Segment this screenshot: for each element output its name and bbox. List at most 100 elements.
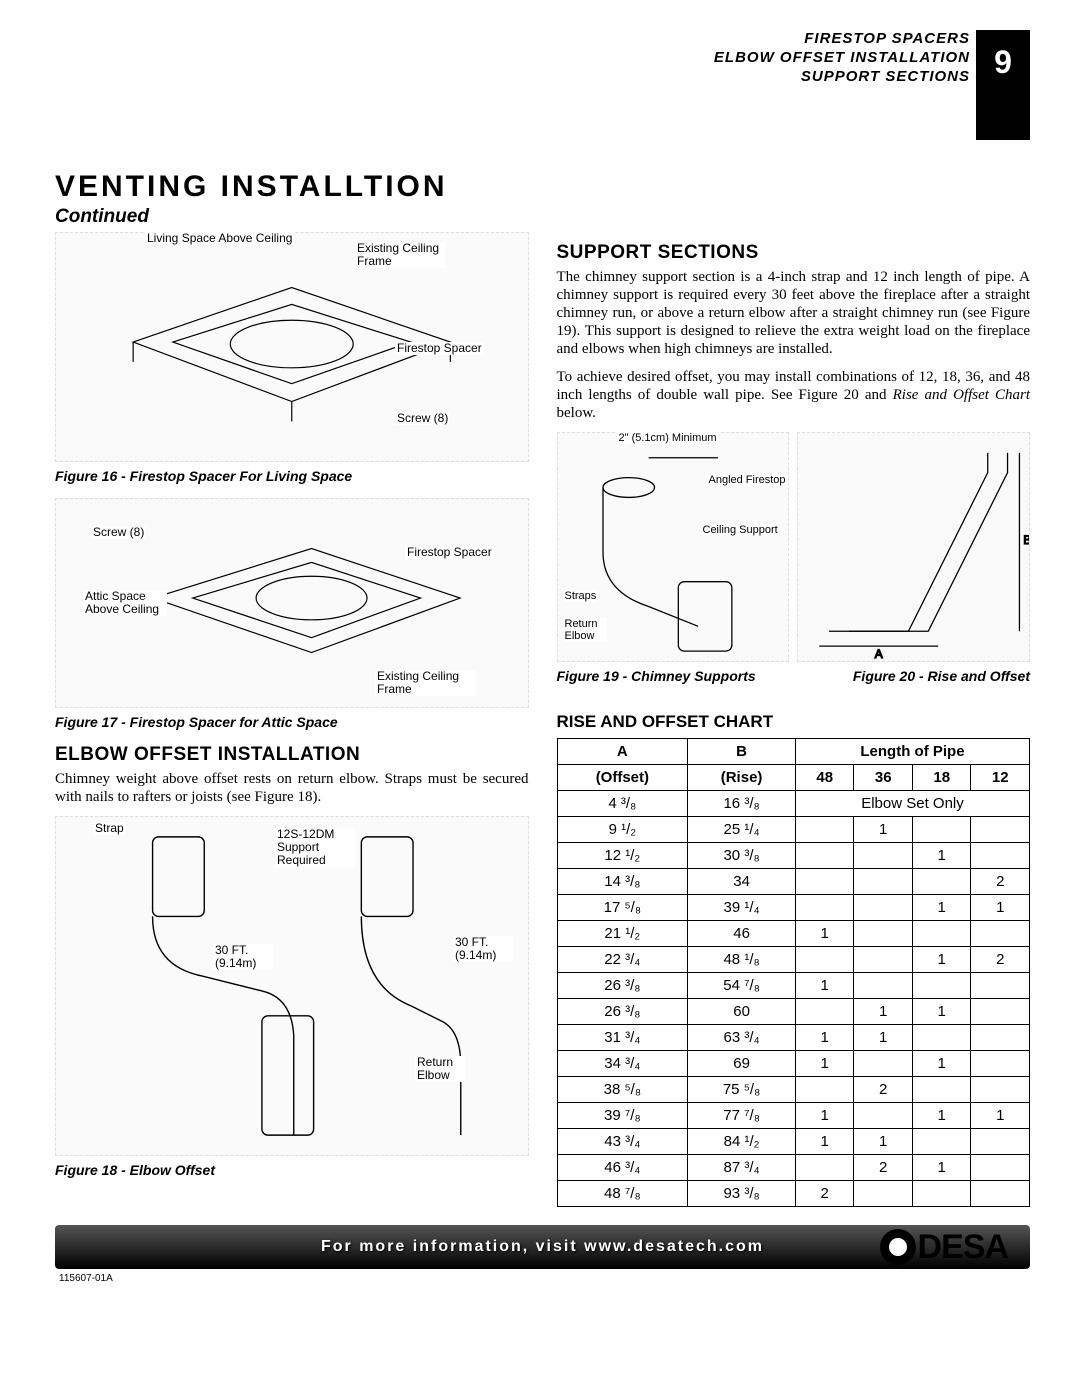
cell-offset: 39 ⁷/₈: [557, 1103, 688, 1129]
fig17-label-b: Firestop Spacer: [405, 546, 494, 559]
para2-b: Rise and Offset Chart: [893, 387, 1030, 403]
fig18-label-return: Return Elbow: [415, 1056, 465, 1082]
elbow-offset-heading: ELBOW OFFSET INSTALLATION: [55, 744, 529, 766]
cell-length: 2: [854, 1155, 913, 1181]
cell-length: [971, 921, 1030, 947]
cell-offset: 17 ⁵/₈: [557, 895, 688, 921]
header-line: ELBOW OFFSET INSTALLATION: [714, 49, 970, 68]
th-rise: (Rise): [688, 765, 796, 791]
cell-rise: 87 ³/₄: [688, 1155, 796, 1181]
support-sections-para2: To achieve desired offset, you may insta…: [557, 368, 1031, 422]
th-48: 48: [795, 765, 854, 791]
left-column: Living Space Above Ceiling Existing Ceil…: [55, 232, 529, 1207]
figure-18-caption: Figure 18 - Elbow Offset: [55, 1162, 529, 1178]
cell-offset: 4 ³/₈: [557, 791, 688, 817]
cell-length: [912, 817, 971, 843]
cell-length: [795, 843, 854, 869]
cell-length: 1: [971, 1103, 1030, 1129]
table-row: 46 ³/₄87 ³/₄ 21: [557, 1155, 1030, 1181]
cell-offset: 43 ³/₄: [557, 1129, 688, 1155]
cell-length: [912, 973, 971, 999]
cell-length: [971, 1155, 1030, 1181]
cell-rise: 75 ⁵/₈: [688, 1077, 796, 1103]
cell-length: [971, 817, 1030, 843]
cell-offset: 46 ³/₄: [557, 1155, 688, 1181]
cell-offset: 34 ³/₄: [557, 1051, 688, 1077]
cell-length: 1: [795, 973, 854, 999]
cell-rise: 84 ¹/₂: [688, 1129, 796, 1155]
page-header: FIRESTOP SPACERS ELBOW OFFSET INSTALLATI…: [55, 30, 1030, 140]
cell-length: [912, 1025, 971, 1051]
fig19-label-firestop: Angled Firestop: [707, 474, 788, 486]
continued-label: Continued: [55, 206, 1030, 228]
cell-length: [971, 1181, 1030, 1207]
fig17-label-a: Screw (8): [91, 526, 146, 539]
table-row: 21 ¹/₂461: [557, 921, 1030, 947]
th-12: 12: [971, 765, 1030, 791]
rise-offset-chart: A B Length of Pipe (Offset) (Rise) 48 36…: [557, 738, 1031, 1207]
cell-length: 1: [971, 895, 1030, 921]
cell-length: 1: [854, 1025, 913, 1051]
page-title: VENTING INSTALLTION: [55, 170, 1030, 204]
cell-length: [854, 973, 913, 999]
cell-span: Elbow Set Only: [795, 791, 1029, 817]
cell-rise: 30 ³/₈: [688, 843, 796, 869]
svg-text:A: A: [875, 647, 883, 661]
cell-length: [912, 1129, 971, 1155]
right-column: SUPPORT SECTIONS The chimney support sec…: [557, 232, 1031, 1207]
figure-18: Strap 12S-12DM Support Required 30 FT. (…: [55, 816, 529, 1156]
cell-length: [795, 1155, 854, 1181]
cell-length: [971, 1025, 1030, 1051]
table-row: 22 ³/₄48 ¹/₈12: [557, 947, 1030, 973]
cell-length: [854, 843, 913, 869]
fig19-label-return: Return Elbow: [563, 618, 607, 642]
header-line: SUPPORT SECTIONS: [714, 68, 970, 87]
cell-length: 1: [912, 999, 971, 1025]
cell-length: 2: [854, 1077, 913, 1103]
cell-length: 1: [912, 947, 971, 973]
table-row: 31 ³/₄63 ³/₄11: [557, 1025, 1030, 1051]
cell-length: 1: [795, 1103, 854, 1129]
fig18-label-30ft-l: 30 FT. (9.14m): [213, 944, 273, 970]
cell-length: [912, 869, 971, 895]
cell-offset: 26 ³/₈: [557, 999, 688, 1025]
cell-offset: 22 ³/₄: [557, 947, 688, 973]
cell-length: [854, 1051, 913, 1077]
cell-length: [795, 947, 854, 973]
table-header-row-2: (Offset) (Rise) 48 36 18 12: [557, 765, 1030, 791]
cell-length: [795, 895, 854, 921]
cell-offset: 14 ³/₈: [557, 869, 688, 895]
cell-length: 1: [912, 1155, 971, 1181]
cell-offset: 21 ¹/₂: [557, 921, 688, 947]
fig16-label-c: Firestop Spacer: [395, 342, 484, 355]
cell-rise: 34: [688, 869, 796, 895]
table-row: 34 ³/₄6911: [557, 1051, 1030, 1077]
header-section-labels: FIRESTOP SPACERS ELBOW OFFSET INSTALLATI…: [714, 30, 970, 86]
cell-offset: 38 ⁵/₈: [557, 1077, 688, 1103]
fig16-label-d: Screw (8): [395, 412, 450, 425]
fig17-label-d: Existing Ceiling Frame: [375, 670, 475, 696]
cell-rise: 25 ¹/₄: [688, 817, 796, 843]
cell-length: [971, 1129, 1030, 1155]
cell-length: [795, 817, 854, 843]
th-offset: (Offset): [557, 765, 688, 791]
cell-length: [854, 921, 913, 947]
cell-rise: 39 ¹/₄: [688, 895, 796, 921]
cell-length: [795, 1077, 854, 1103]
document-number: 115607-01A: [59, 1273, 1030, 1284]
figure-20-diagram: A B: [797, 432, 1030, 662]
table-row: 43 ³/₄84 ¹/₂11: [557, 1129, 1030, 1155]
cell-rise: 16 ³/₈: [688, 791, 796, 817]
page-number-badge: 9: [976, 30, 1030, 140]
cell-length: [854, 895, 913, 921]
cell-length: 2: [795, 1181, 854, 1207]
cell-length: [912, 1181, 971, 1207]
cell-length: 1: [795, 1025, 854, 1051]
cell-rise: 93 ³/₈: [688, 1181, 796, 1207]
cell-rise: 60: [688, 999, 796, 1025]
th-18: 18: [912, 765, 971, 791]
footer-logo: DESA: [878, 1227, 1008, 1267]
fig16-label-b: Existing Ceiling Frame: [355, 242, 445, 268]
fig16-label-a: Living Space Above Ceiling: [145, 232, 294, 245]
cell-length: [795, 869, 854, 895]
